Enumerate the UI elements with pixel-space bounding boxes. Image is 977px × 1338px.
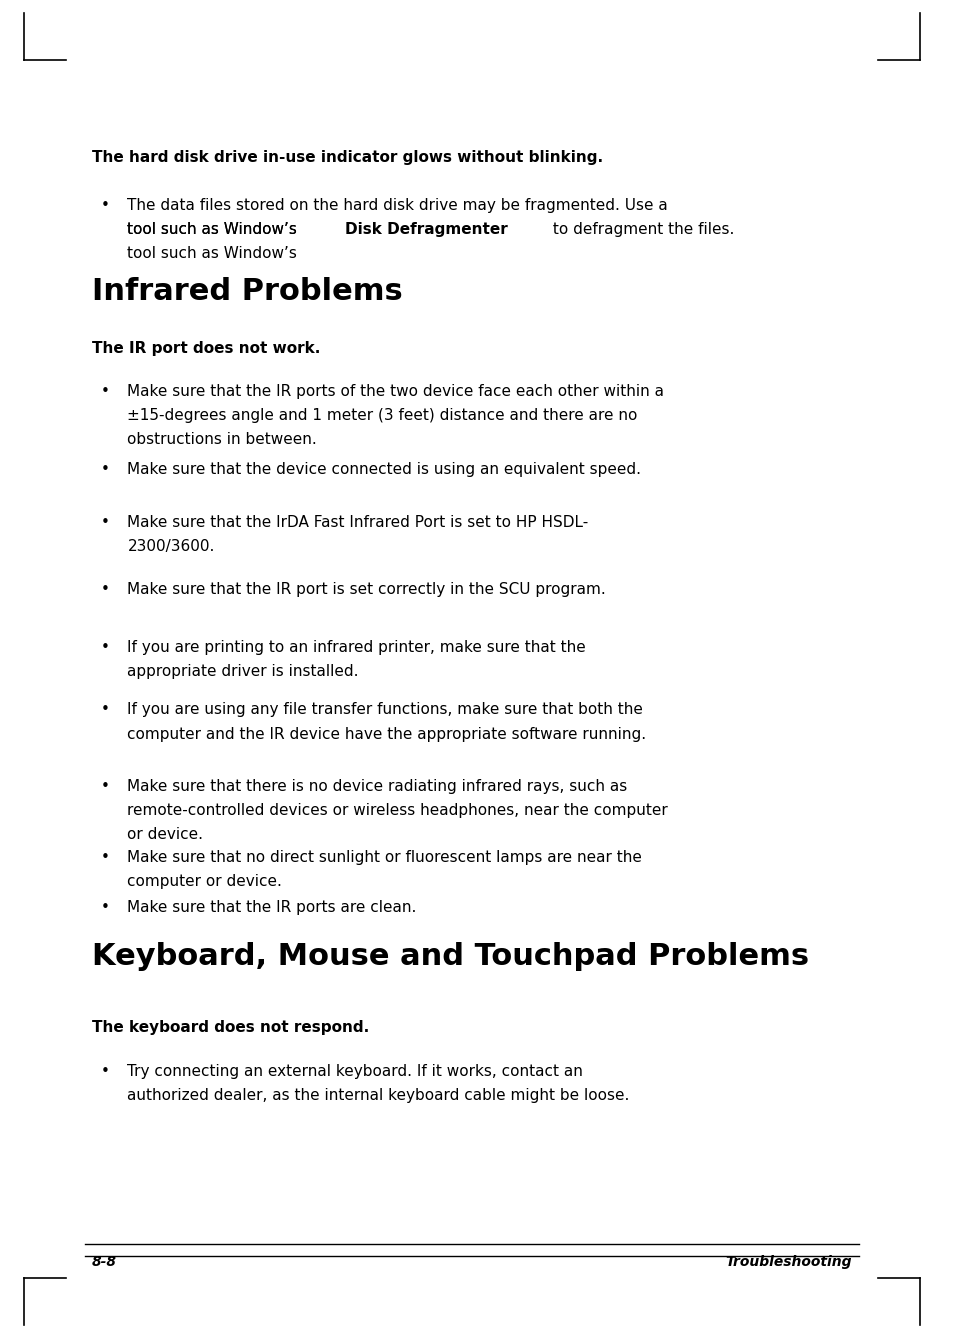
Text: tool such as Window’s: tool such as Window’s — [127, 222, 302, 237]
Text: •: • — [102, 702, 110, 717]
Text: •: • — [102, 582, 110, 597]
Text: The data files stored on the hard disk drive may be fragmented. Use a: The data files stored on the hard disk d… — [127, 198, 668, 213]
Text: Make sure that the IR ports are clean.: Make sure that the IR ports are clean. — [127, 900, 417, 915]
Text: •: • — [102, 640, 110, 654]
Text: Disk Defragmenter: Disk Defragmenter — [345, 222, 508, 237]
Text: ±15-degrees angle and 1 meter (3 feet) distance and there are no: ±15-degrees angle and 1 meter (3 feet) d… — [127, 408, 638, 423]
Text: Make sure that there is no device radiating infrared rays, such as: Make sure that there is no device radiat… — [127, 779, 627, 793]
Text: 8-8: 8-8 — [92, 1255, 116, 1268]
Text: Make sure that the IR ports of the two device face each other within a: Make sure that the IR ports of the two d… — [127, 384, 664, 399]
Text: •: • — [102, 1064, 110, 1078]
Text: If you are printing to an infrared printer, make sure that the: If you are printing to an infrared print… — [127, 640, 586, 654]
Text: Infrared Problems: Infrared Problems — [92, 277, 403, 306]
Text: The IR port does not work.: The IR port does not work. — [92, 341, 319, 356]
Text: remote-controlled devices or wireless headphones, near the computer: remote-controlled devices or wireless he… — [127, 803, 668, 818]
Text: to defragment the files.: to defragment the files. — [548, 222, 735, 237]
Text: •: • — [102, 515, 110, 530]
Text: •: • — [102, 779, 110, 793]
Text: tool such as Window’s: tool such as Window’s — [127, 246, 302, 261]
Text: Make sure that the device connected is using an equivalent speed.: Make sure that the device connected is u… — [127, 462, 641, 476]
Text: computer or device.: computer or device. — [127, 874, 282, 888]
Text: •: • — [102, 850, 110, 864]
Text: The hard disk drive in-use indicator glows without blinking.: The hard disk drive in-use indicator glo… — [92, 150, 603, 165]
Text: Keyboard, Mouse and Touchpad Problems: Keyboard, Mouse and Touchpad Problems — [92, 942, 809, 971]
Text: •: • — [102, 900, 110, 915]
Text: If you are using any file transfer functions, make sure that both the: If you are using any file transfer funct… — [127, 702, 643, 717]
Text: computer and the IR device have the appropriate software running.: computer and the IR device have the appr… — [127, 727, 647, 741]
Text: •: • — [102, 462, 110, 476]
Text: •: • — [102, 198, 110, 213]
Text: or device.: or device. — [127, 827, 203, 842]
Text: tool such as Window’s: tool such as Window’s — [127, 222, 302, 237]
Text: Try connecting an external keyboard. If it works, contact an: Try connecting an external keyboard. If … — [127, 1064, 583, 1078]
Text: appropriate driver is installed.: appropriate driver is installed. — [127, 664, 359, 678]
Text: authorized dealer, as the internal keyboard cable might be loose.: authorized dealer, as the internal keybo… — [127, 1088, 630, 1103]
Text: Make sure that the IrDA Fast Infrared Port is set to HP HSDL-: Make sure that the IrDA Fast Infrared Po… — [127, 515, 588, 530]
Text: Make sure that no direct sunlight or fluorescent lamps are near the: Make sure that no direct sunlight or flu… — [127, 850, 642, 864]
Text: Make sure that the IR port is set correctly in the SCU program.: Make sure that the IR port is set correc… — [127, 582, 606, 597]
Text: •: • — [102, 384, 110, 399]
Text: 2300/3600.: 2300/3600. — [127, 539, 215, 554]
Text: The keyboard does not respond.: The keyboard does not respond. — [92, 1020, 368, 1034]
Text: Troubleshooting: Troubleshooting — [726, 1255, 852, 1268]
Text: obstructions in between.: obstructions in between. — [127, 432, 318, 447]
